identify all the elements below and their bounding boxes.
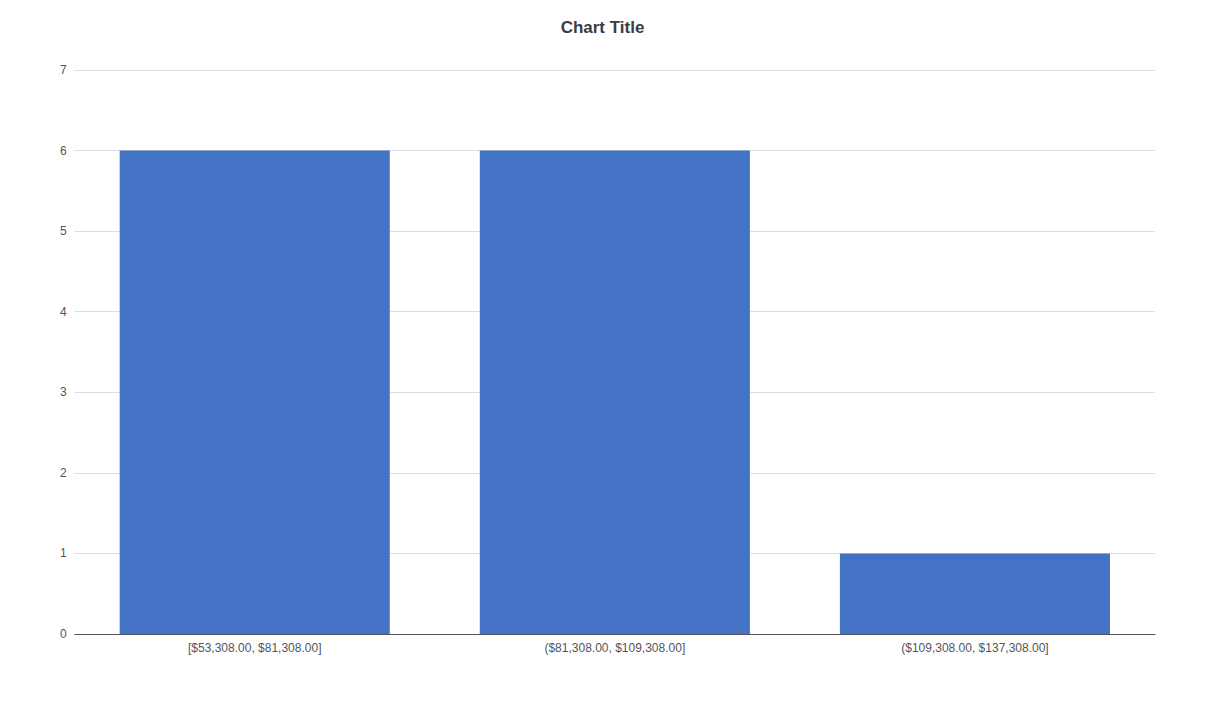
svg-text:2: 2 bbox=[60, 466, 67, 480]
svg-text:3: 3 bbox=[60, 385, 67, 399]
svg-text:[$53,308.00, $81,308.00]: [$53,308.00, $81,308.00] bbox=[188, 641, 321, 655]
svg-text:0: 0 bbox=[60, 627, 67, 641]
svg-text:5: 5 bbox=[60, 224, 67, 238]
svg-text:($81,308.00, $109,308.00]: ($81,308.00, $109,308.00] bbox=[544, 641, 685, 655]
svg-text:4: 4 bbox=[60, 305, 67, 319]
svg-text:1: 1 bbox=[60, 546, 67, 560]
svg-text:($109,308.00, $137,308.00]: ($109,308.00, $137,308.00] bbox=[901, 641, 1048, 655]
svg-text:Chart Title: Chart Title bbox=[561, 18, 645, 37]
svg-text:6: 6 bbox=[60, 144, 67, 158]
svg-text:7: 7 bbox=[60, 63, 67, 77]
